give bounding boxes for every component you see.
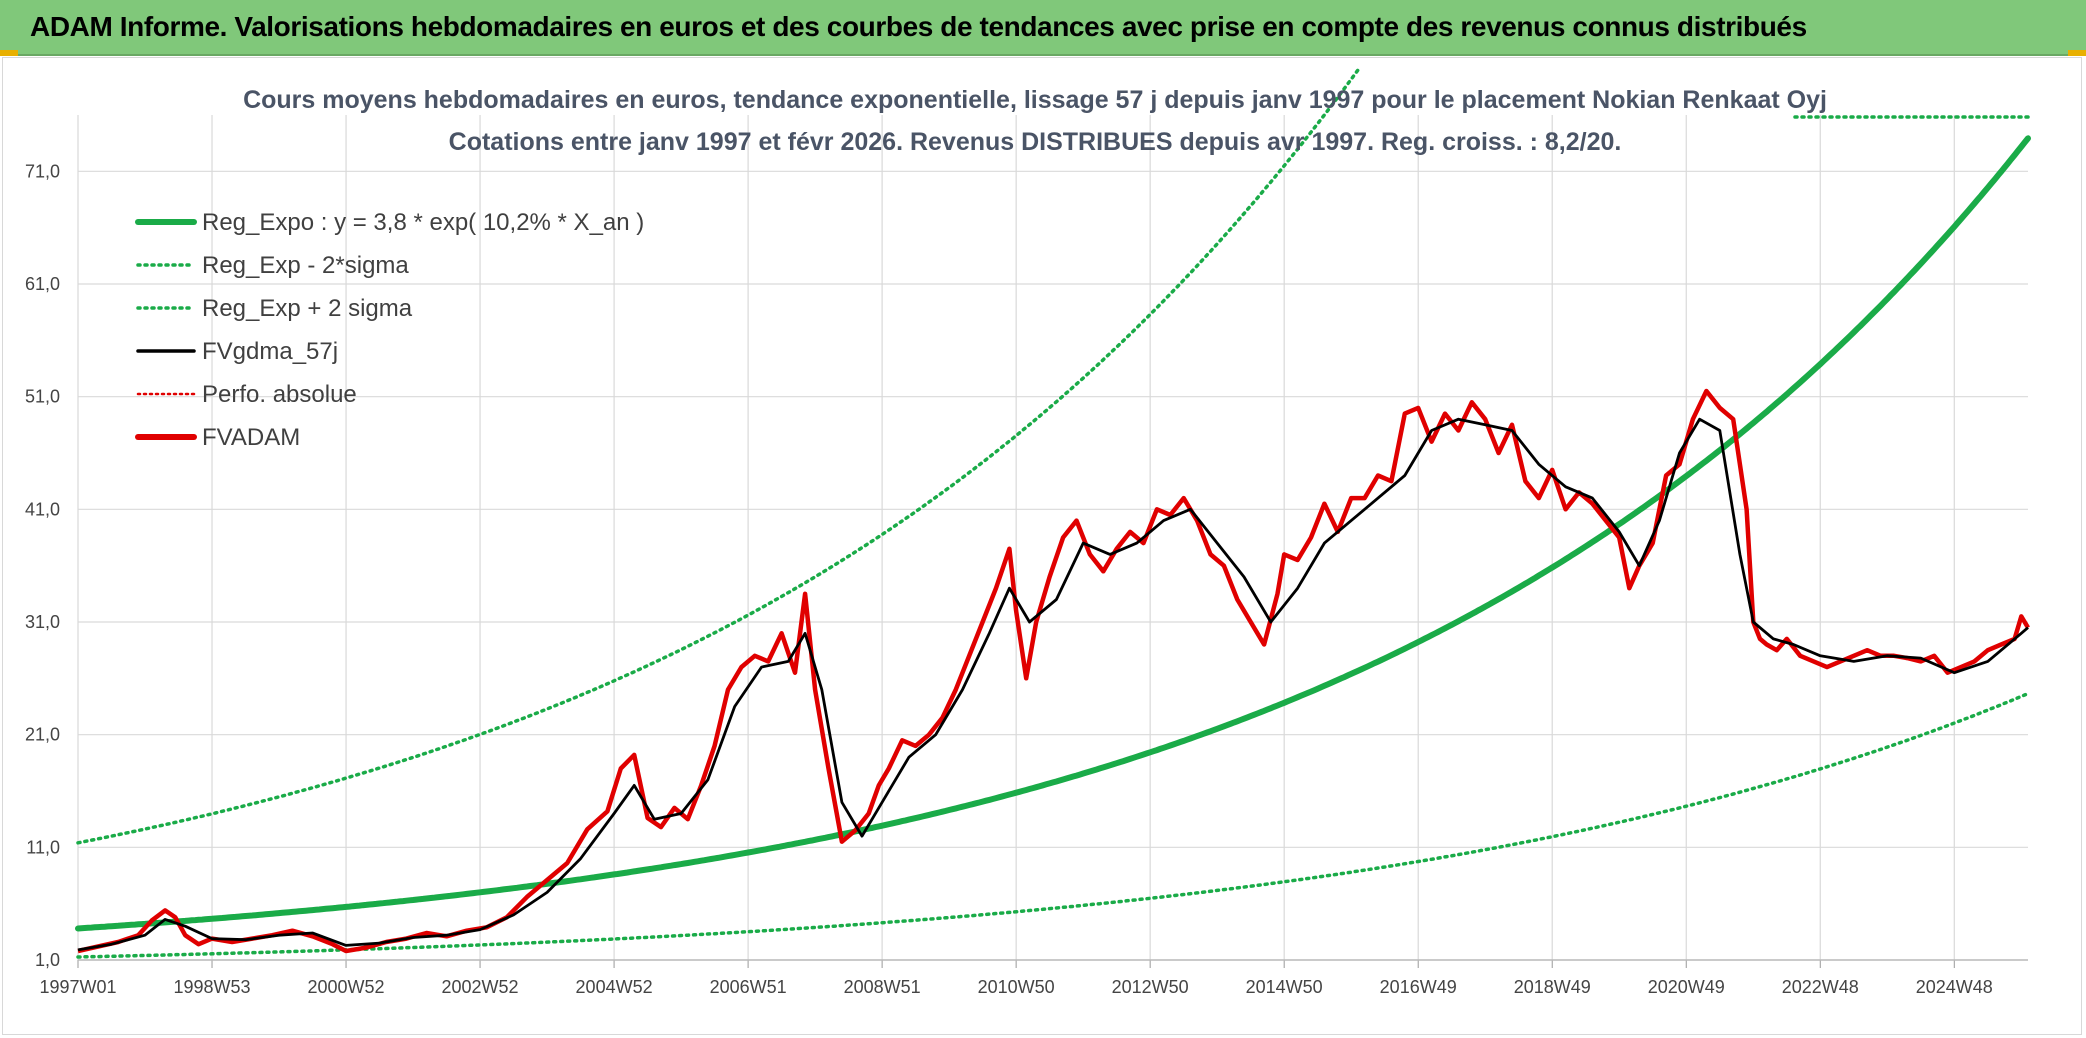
legend-label: FVADAM [202, 424, 300, 451]
legend-label: Perfo. absolue [202, 381, 357, 408]
legend-label: Reg_Expo : y = 3,8 * exp( 10,2% * X_an ) [202, 209, 644, 236]
x-tick-label: 2000W52 [308, 977, 385, 997]
report-banner: ADAM Informe. Valorisations hebdomadaire… [0, 0, 2086, 56]
chart-frame [2, 57, 2082, 1035]
x-tick-label: 2016W49 [1380, 977, 1457, 997]
x-tick-label: 2010W50 [978, 977, 1055, 997]
x-tick-label: 2012W50 [1112, 977, 1189, 997]
report-title: ADAM Informe. Valorisations hebdomadaire… [30, 11, 1807, 42]
x-tick-label: 2024W48 [1916, 977, 1993, 997]
x-tick-label: 2002W52 [442, 977, 519, 997]
series-reg-minus-2sigma [76, 691, 2030, 959]
legend: Reg_Expo : y = 3,8 * exp( 10,2% * X_an )… [135, 209, 644, 451]
y-tick-label: 41,0 [25, 499, 60, 519]
x-tick-label: 2022W48 [1782, 977, 1859, 997]
y-tick-label: 71,0 [25, 161, 60, 181]
legend-label: FVgdma_57j [202, 338, 338, 365]
series-reg-expo [75, 135, 2031, 932]
axes: 1,0 11,0 21,0 31,0 41,0 51,0 61,0 71,0 1997W01 19… [25, 161, 2028, 997]
y-tick-label: 1,0 [35, 950, 60, 970]
corner-accent-right [2068, 50, 2086, 56]
legend-label: Reg_Exp + 2 sigma [202, 295, 413, 322]
corner-accent-left [0, 50, 18, 56]
x-tick-label: 2008W51 [844, 977, 921, 997]
x-tick-label: 1998W53 [173, 977, 250, 997]
x-tick-label: 2006W51 [710, 977, 787, 997]
y-tick-label: 11,0 [26, 837, 60, 857]
series-fvgdma-57j [77, 417, 2029, 952]
x-tick-label: 2014W50 [1246, 977, 1323, 997]
legend-label: Reg_Exp - 2*sigma [202, 252, 409, 279]
x-tick-label: 2004W52 [576, 977, 653, 997]
y-tick-label: 61,0 [25, 274, 60, 294]
y-tick-label: 31,0 [25, 612, 60, 632]
grid [77, 115, 2028, 961]
x-tick-label: 1997W01 [39, 977, 116, 997]
chart-subtitle: Cotations entre janv 1997 et févr 2026. … [449, 128, 1622, 156]
x-tick-label: 2018W49 [1514, 977, 1591, 997]
chart-title: Cours moyens hebdomadaires en euros, ten… [243, 86, 1827, 114]
y-tick-label: 51,0 [25, 387, 60, 407]
y-tick-label: 21,0 [25, 725, 60, 745]
series-reg-plus-2sigma [76, 68, 1360, 845]
x-tick-label: 2020W49 [1648, 977, 1725, 997]
series-layer [75, 68, 2031, 959]
series-fvadam [77, 388, 2030, 954]
